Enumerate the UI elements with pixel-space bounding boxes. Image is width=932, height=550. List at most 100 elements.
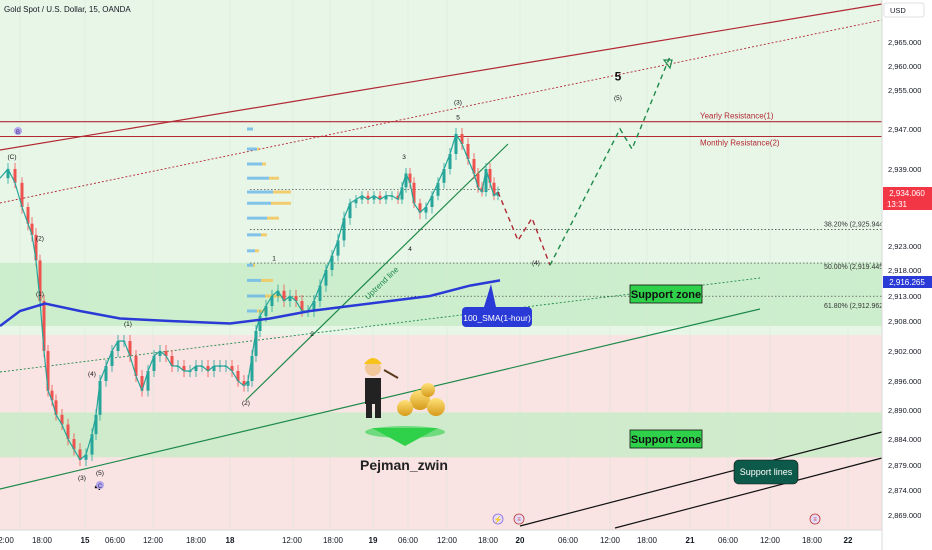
support-zone-label-1[interactable]: Support zone — [629, 284, 703, 304]
candle-body — [46, 351, 50, 391]
price-axis[interactable] — [882, 0, 932, 550]
y-tick-label: 2,955.000 — [888, 86, 921, 95]
us-flag-icon[interactable]: ≡ — [513, 513, 525, 525]
volume-bar-sell — [257, 147, 259, 151]
x-tick-label: 18:00 — [478, 536, 499, 545]
support-lines-callout[interactable]: Support lines — [733, 459, 799, 485]
candle-body — [194, 366, 198, 371]
channel-upper-line[interactable] — [0, 3, 883, 151]
volume-bar-sell — [253, 263, 255, 267]
volume-bar-sell — [255, 249, 259, 253]
wave-label: (4) — [88, 371, 96, 378]
wave-label: (3) — [454, 100, 462, 107]
current-price-tag[interactable]: 2,934.060 13:31 — [883, 187, 932, 210]
volume-profile — [247, 127, 291, 313]
candle-body — [400, 187, 404, 200]
candle-body — [312, 301, 316, 311]
y-tick-label: 2,896.000 — [888, 377, 921, 386]
us-flag-icon[interactable]: ≡ — [809, 513, 821, 525]
svg-text:≡: ≡ — [517, 517, 521, 523]
support-zone-band-2[interactable] — [0, 412, 882, 458]
sma-callout-label: 100_SMA(1-hour) — [463, 313, 531, 323]
candle-body — [496, 192, 500, 196]
x-tick-label: 12:00 — [282, 536, 303, 545]
x-tick-label: 18:00 — [323, 536, 344, 545]
volume-bar — [247, 127, 253, 131]
svg-text:2,916.265: 2,916.265 — [889, 278, 925, 287]
projection-down-line[interactable] — [497, 191, 551, 266]
candle-body — [90, 434, 94, 455]
candle-body — [472, 159, 476, 174]
support-black-line-2[interactable] — [614, 457, 883, 529]
sma-line[interactable] — [0, 279, 501, 327]
candle-body — [254, 331, 258, 356]
candle-body — [158, 351, 162, 356]
candle-body — [84, 454, 88, 460]
svg-text:USD: USD — [890, 6, 906, 15]
currency-button[interactable]: USD — [883, 2, 925, 18]
candle-body — [54, 400, 58, 415]
support-black-line-1[interactable] — [519, 431, 883, 527]
volume-bar-sell — [271, 201, 291, 205]
y-tick-label: 2,874.000 — [888, 486, 921, 495]
candle-body — [342, 218, 346, 241]
lightning-icon[interactable]: ⚡ — [492, 513, 504, 525]
support-zone-label-2[interactable]: Support zone — [629, 429, 703, 449]
resistance-label-2: Monthly Resistance(2) — [700, 139, 780, 148]
candle-body — [294, 296, 298, 301]
circle-c-icon[interactable]: C — [96, 481, 104, 490]
uptrend-line[interactable] — [245, 143, 509, 401]
volume-bar — [247, 294, 265, 298]
candle-body — [42, 301, 46, 351]
x-tick-label: 18 — [226, 536, 235, 545]
wave-label: 3 — [402, 154, 406, 161]
candle-body — [300, 301, 304, 311]
candle-body — [288, 296, 292, 301]
y-tick-label: 2,918.000 — [888, 266, 921, 275]
candle-body — [348, 203, 352, 219]
candle-body — [354, 199, 358, 204]
circle-b-icon[interactable]: B — [14, 127, 22, 136]
wave-label: (C) — [7, 154, 16, 161]
wave-label: 4 — [408, 246, 412, 253]
svg-text:Support zone: Support zone — [631, 289, 701, 301]
candle-body — [318, 285, 322, 301]
candle-body — [182, 366, 186, 371]
candle-body — [94, 414, 98, 435]
x-tick-label: 2:00 — [0, 536, 14, 545]
volume-bar-sell — [257, 309, 265, 313]
svg-text:B: B — [16, 130, 20, 136]
x-tick-label: 06:00 — [105, 536, 126, 545]
svg-text:⚡: ⚡ — [494, 515, 503, 524]
time-axis[interactable] — [0, 530, 882, 550]
x-tick-label: 20 — [516, 536, 525, 545]
wave-label: (1) — [36, 291, 44, 298]
candle-body — [360, 195, 364, 200]
sma-price-tag[interactable]: 2,916.265 — [883, 276, 932, 288]
y-tick-label: 2,947.000 — [888, 125, 921, 134]
wave-label: 5 — [456, 114, 460, 121]
candle-body — [236, 371, 240, 381]
svg-text:≡: ≡ — [813, 517, 817, 523]
candle-body — [26, 207, 30, 224]
y-tick-label: 2,890.000 — [888, 406, 921, 415]
wave-label: (5) — [96, 470, 104, 477]
candle-body — [484, 169, 488, 192]
candle-body — [230, 366, 234, 371]
wave-label: 1 — [272, 255, 276, 262]
y-tick-label: 2,939.000 — [888, 165, 921, 174]
projection-up-line[interactable] — [549, 56, 671, 266]
candle-body — [38, 260, 42, 301]
candle-body — [442, 169, 446, 183]
y-tick-label: 2,965.000 — [888, 38, 921, 47]
volume-bar — [247, 278, 261, 282]
sma-callout[interactable]: 100_SMA(1-hour) — [462, 284, 532, 327]
candle-body — [152, 356, 156, 371]
candle-body — [488, 169, 492, 183]
candle-body — [460, 134, 464, 144]
candle-body — [430, 195, 434, 207]
x-tick-label: 18:00 — [186, 536, 207, 545]
candle-body — [264, 306, 268, 316]
wave-label: (3) — [78, 475, 86, 482]
